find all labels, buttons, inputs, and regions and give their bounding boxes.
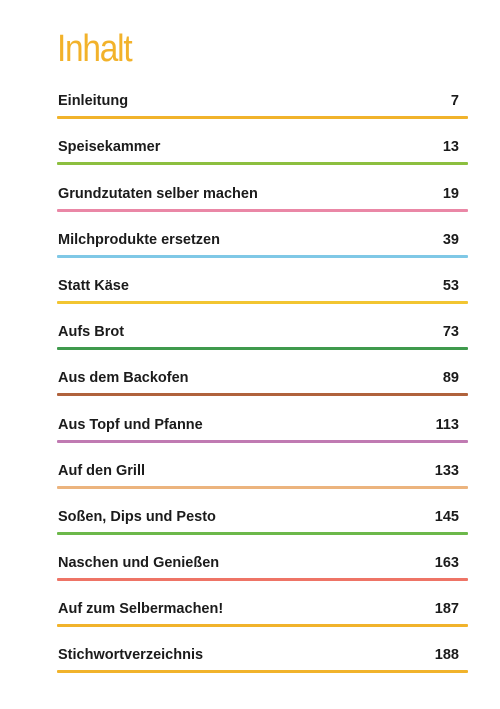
toc-entry[interactable]: Speisekammer 13: [57, 120, 468, 166]
toc-entry[interactable]: Grundzutaten selber machen 19: [57, 166, 468, 212]
toc-entry-label: Naschen und Genießen: [58, 555, 220, 572]
toc-entry[interactable]: Stichwortverzeichnis 188: [57, 628, 468, 674]
toc-entry[interactable]: Einleitung 7: [57, 74, 468, 120]
toc-entry[interactable]: Auf zum Selbermachen! 187: [57, 582, 468, 628]
toc-entry-label: Aufs Brot: [58, 324, 125, 341]
toc-entry-label: Einleitung: [58, 93, 129, 110]
toc-entry-label: Aus Topf und Pfanne: [58, 416, 203, 433]
toc-entry-label: Auf den Grill: [58, 462, 145, 479]
toc-entry[interactable]: Auf den Grill 133: [57, 444, 468, 490]
toc-entry-label: Grundzutaten selber machen: [58, 185, 258, 202]
toc-entry-divider: [57, 254, 468, 258]
page-title: Inhalt: [57, 28, 133, 70]
toc-entry-label: Stichwortverzeichnis: [58, 647, 204, 664]
toc-entry-divider: [57, 578, 468, 582]
table-of-contents: Einleitung 7 Speisekammer 13 Grundzutaten se…: [57, 74, 468, 674]
toc-entry[interactable]: Aufs Brot 73: [57, 305, 468, 351]
toc-entry-page-number: 19: [442, 185, 459, 202]
toc-entry-divider: [57, 439, 468, 443]
toc-entry-page-number: 39: [442, 231, 459, 248]
toc-entry[interactable]: Soßen, Dips und Pesto 145: [57, 490, 468, 536]
toc-entry-page-number: 7: [450, 93, 459, 110]
toc-entry-divider: [57, 116, 468, 120]
toc-entry-page-number: 133: [434, 462, 459, 479]
toc-entry-page-number: 89: [442, 370, 459, 387]
toc-entry-divider: [57, 162, 468, 166]
toc-entry-divider: [57, 300, 468, 304]
toc-entry-divider: [57, 208, 468, 212]
toc-entry-divider: [57, 393, 468, 397]
toc-entry[interactable]: Statt Käse 53: [57, 259, 468, 305]
toc-entry-divider: [57, 670, 468, 674]
toc-entry-page-number: 53: [442, 277, 459, 294]
toc-entry-page-number: 73: [442, 324, 459, 341]
toc-entry-divider: [57, 531, 468, 535]
toc-entry[interactable]: Aus dem Backofen 89: [57, 351, 468, 397]
toc-entry-divider: [57, 347, 468, 351]
toc-entry-label: Statt Käse: [58, 277, 129, 294]
toc-entry-label: Milchprodukte ersetzen: [58, 231, 220, 248]
toc-entry-page-number: 113: [435, 416, 459, 433]
toc-entry[interactable]: Milchprodukte ersetzen 39: [57, 213, 468, 259]
toc-entry-divider: [57, 624, 468, 628]
toc-entry-page-number: 163: [434, 555, 459, 572]
toc-entry-label: Soßen, Dips und Pesto: [58, 508, 216, 525]
toc-entry-label: Aus dem Backofen: [58, 370, 189, 387]
toc-entry-page-number: 13: [442, 139, 459, 156]
toc-entry-page-number: 187: [434, 601, 459, 618]
toc-entry-label: Auf zum Selbermachen!: [58, 601, 224, 618]
toc-entry[interactable]: Naschen und Genießen 163: [57, 536, 468, 582]
toc-entry-divider: [57, 485, 468, 489]
toc-entry-page-number: 188: [434, 647, 459, 664]
toc-entry-page-number: 145: [434, 508, 459, 525]
toc-entry[interactable]: Aus Topf und Pfanne 113: [57, 397, 468, 443]
toc-entry-label: Speisekammer: [58, 139, 161, 156]
